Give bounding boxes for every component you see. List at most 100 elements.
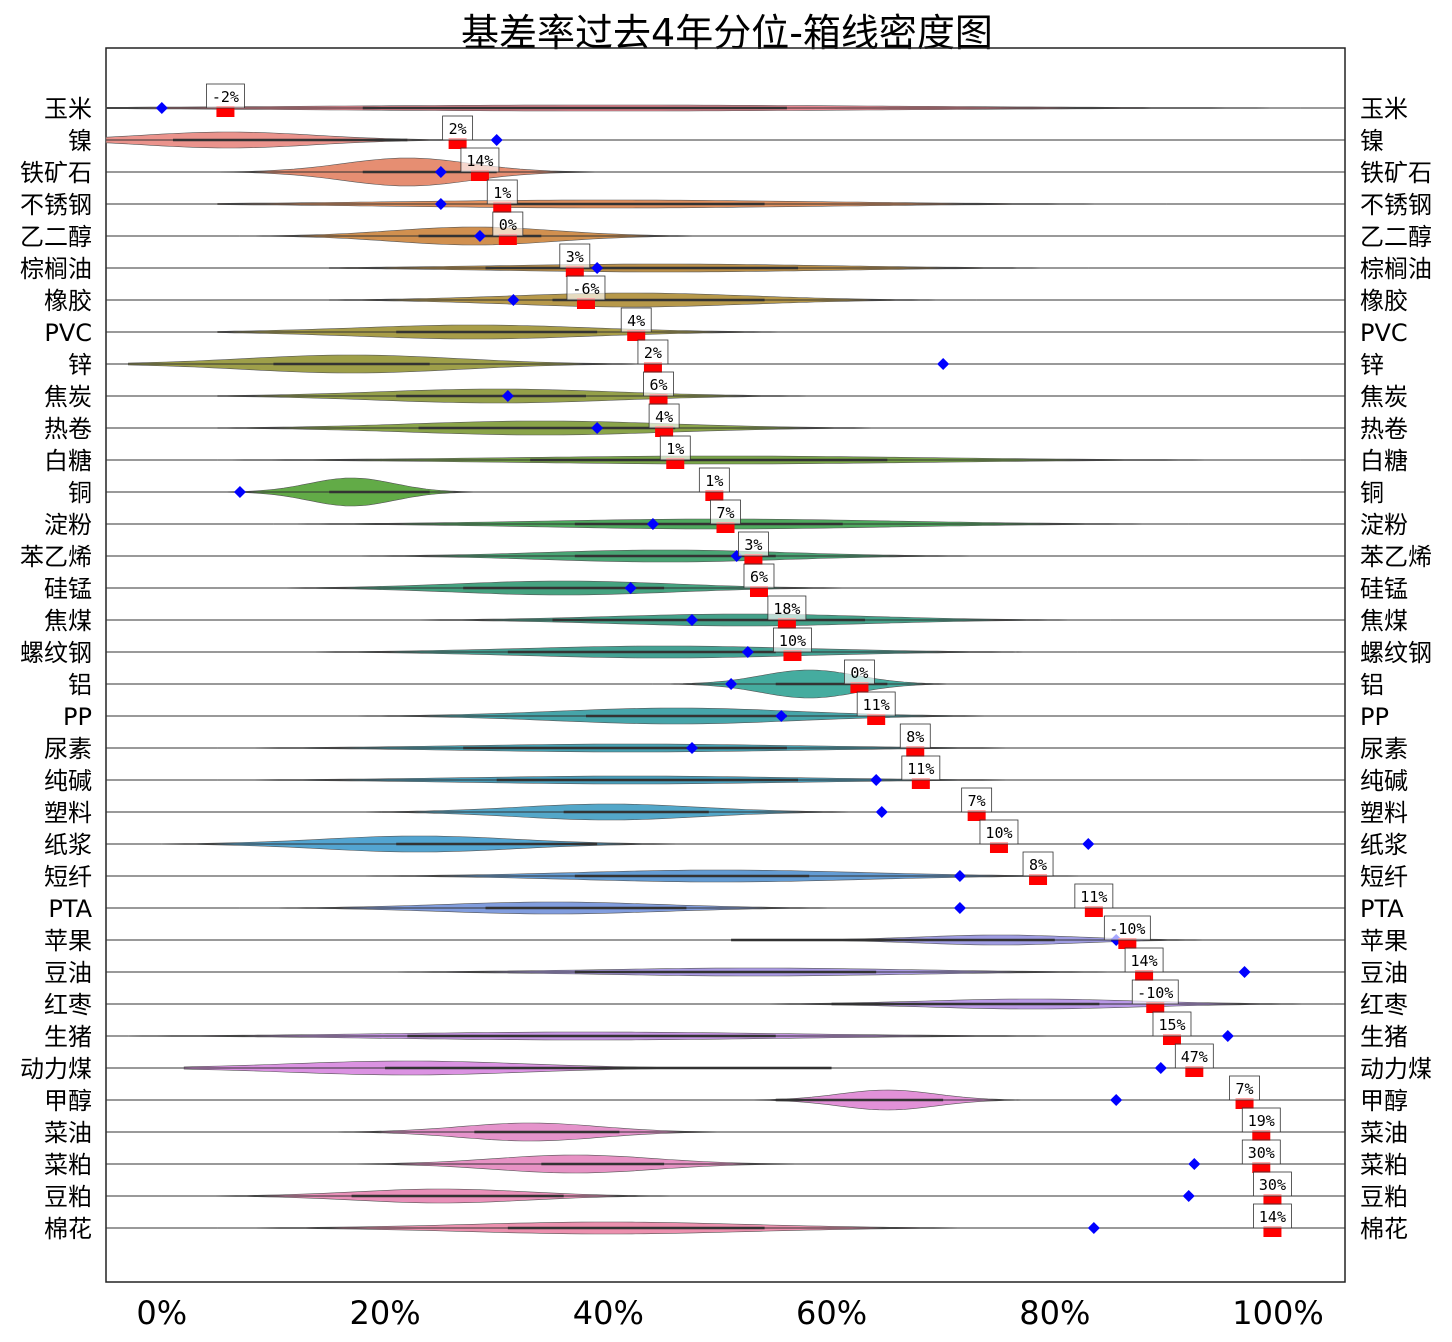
category-label-right: 橡胶 (1360, 287, 1408, 315)
x-tick-label: 100% (1232, 1294, 1323, 1332)
reference-marker (233, 486, 246, 498)
category-label-left: 不锈钢 (20, 191, 92, 219)
category-label-right: 菜油 (1360, 1119, 1408, 1147)
category-label-right: 甲醇 (1360, 1087, 1408, 1115)
current-label-box (961, 787, 993, 813)
violin-row: 3% 苯乙烯 苯乙烯 (20, 531, 1432, 571)
current-label-box (710, 499, 741, 525)
reference-marker (434, 198, 447, 210)
violin-row: 4% 热卷 热卷 (44, 403, 1408, 443)
violin-row: 7% 淀粉 淀粉 (44, 499, 1408, 539)
violin-row: 2% 锌 锌 (68, 339, 1384, 379)
violin-row: 11% PTA PTA (48, 883, 1404, 923)
current-marker (498, 234, 517, 245)
category-label-right: 短纤 (1360, 863, 1408, 891)
current-label: 1% (705, 472, 723, 490)
violin-row: -10% 苹果 苹果 (44, 915, 1408, 955)
current-marker (911, 778, 930, 789)
current-label-box (901, 755, 941, 781)
category-label-left: 菜粕 (44, 1151, 92, 1179)
reference-marker (434, 166, 447, 178)
category-label-left: 尿素 (44, 735, 92, 763)
category-label-left: 生猪 (44, 1023, 92, 1051)
x-tick-label: 20% (349, 1294, 420, 1332)
current-label: 0% (850, 664, 868, 682)
reference-marker (870, 774, 883, 786)
violin-row: 7% 塑料 塑料 (44, 787, 1408, 827)
category-label-left: 菜油 (44, 1119, 92, 1147)
category-label-left: 豆油 (44, 959, 92, 987)
current-label-box (1241, 1139, 1281, 1165)
category-label-left: 硅锰 (44, 575, 92, 603)
current-marker (1135, 970, 1154, 981)
current-marker (649, 394, 668, 405)
current-label-box (206, 83, 245, 109)
x-tick-label: 80% (1019, 1294, 1090, 1332)
violin-row: 3% 棕榈油 棕榈油 (20, 243, 1432, 283)
category-label-right: PTA (1360, 895, 1404, 923)
current-label: 7% (716, 504, 734, 522)
current-label-box (643, 371, 674, 397)
violin-row: 19% 菜油 菜油 (44, 1107, 1408, 1147)
violin-row: 10% 螺纹钢 螺纹钢 (20, 627, 1432, 667)
reference-marker (1087, 1222, 1100, 1234)
current-label-box (1253, 1203, 1292, 1229)
current-label: 6% (750, 568, 768, 586)
category-label-right: PP (1360, 703, 1389, 731)
reference-marker (501, 390, 514, 402)
reference-marker (1221, 1030, 1234, 1042)
current-label: 2% (449, 120, 467, 138)
category-label-left: 纸浆 (44, 831, 92, 859)
current-label: 3% (566, 248, 584, 266)
current-label: 30% (1259, 1176, 1286, 1194)
category-label-left: PP (63, 703, 92, 731)
category-label-right: 棉花 (1360, 1215, 1408, 1243)
category-label-left: 苯乙烯 (20, 543, 92, 571)
category-label-right: 生猪 (1360, 1023, 1408, 1051)
reference-marker (507, 294, 520, 306)
reference-marker (775, 710, 788, 722)
category-label-left: 镍 (68, 127, 92, 155)
current-label-box (738, 531, 769, 557)
current-marker (783, 650, 802, 661)
category-label-right: 动力煤 (1360, 1055, 1432, 1083)
violin-row: 30% 豆粕 豆粕 (44, 1171, 1408, 1211)
current-marker (1252, 1130, 1271, 1141)
category-label-right: 苯乙烯 (1360, 543, 1432, 571)
category-label-left: 铜 (68, 479, 92, 507)
reference-marker (473, 230, 486, 242)
current-label-box (698, 467, 730, 493)
x-tick-label: 40% (573, 1294, 644, 1332)
category-label-left: PTA (48, 895, 92, 923)
current-marker (777, 618, 796, 629)
category-label-right: 纸浆 (1360, 831, 1408, 859)
category-label-right: 尿素 (1360, 735, 1408, 763)
category-label-left: 纯碱 (44, 767, 92, 795)
reference-marker (1238, 966, 1251, 978)
violin-row: 7% 甲醇 甲醇 (44, 1075, 1408, 1115)
current-label: 1% (493, 184, 511, 202)
category-label-left: 豆粕 (44, 1183, 92, 1211)
current-label-box (460, 147, 500, 173)
current-marker (744, 554, 763, 565)
current-label: 14% (1131, 952, 1158, 970)
current-label-box (559, 243, 591, 269)
reference-marker (490, 134, 503, 146)
violin-row: 14% 铁矿石 铁矿石 (20, 147, 1432, 187)
current-marker (967, 810, 986, 821)
current-label: 14% (1259, 1208, 1286, 1226)
violin-row: 1% 白糖 白糖 (44, 435, 1408, 475)
category-label-right: PVC (1360, 319, 1408, 347)
current-marker (1263, 1226, 1282, 1237)
violin-row: 15% 生猪 生猪 (44, 1011, 1408, 1051)
violin-body (128, 157, 1334, 187)
category-label-left: 棕榈油 (20, 255, 92, 283)
current-label: 7% (1236, 1080, 1254, 1098)
category-label-right: 硅锰 (1360, 575, 1408, 603)
current-marker (493, 202, 512, 213)
current-marker (850, 682, 869, 693)
violin-row: 30% 菜粕 菜粕 (44, 1139, 1408, 1179)
violin-row: -6% 橡胶 橡胶 (44, 275, 1408, 315)
current-label-box (566, 275, 606, 301)
category-label-right: 豆油 (1360, 959, 1408, 987)
